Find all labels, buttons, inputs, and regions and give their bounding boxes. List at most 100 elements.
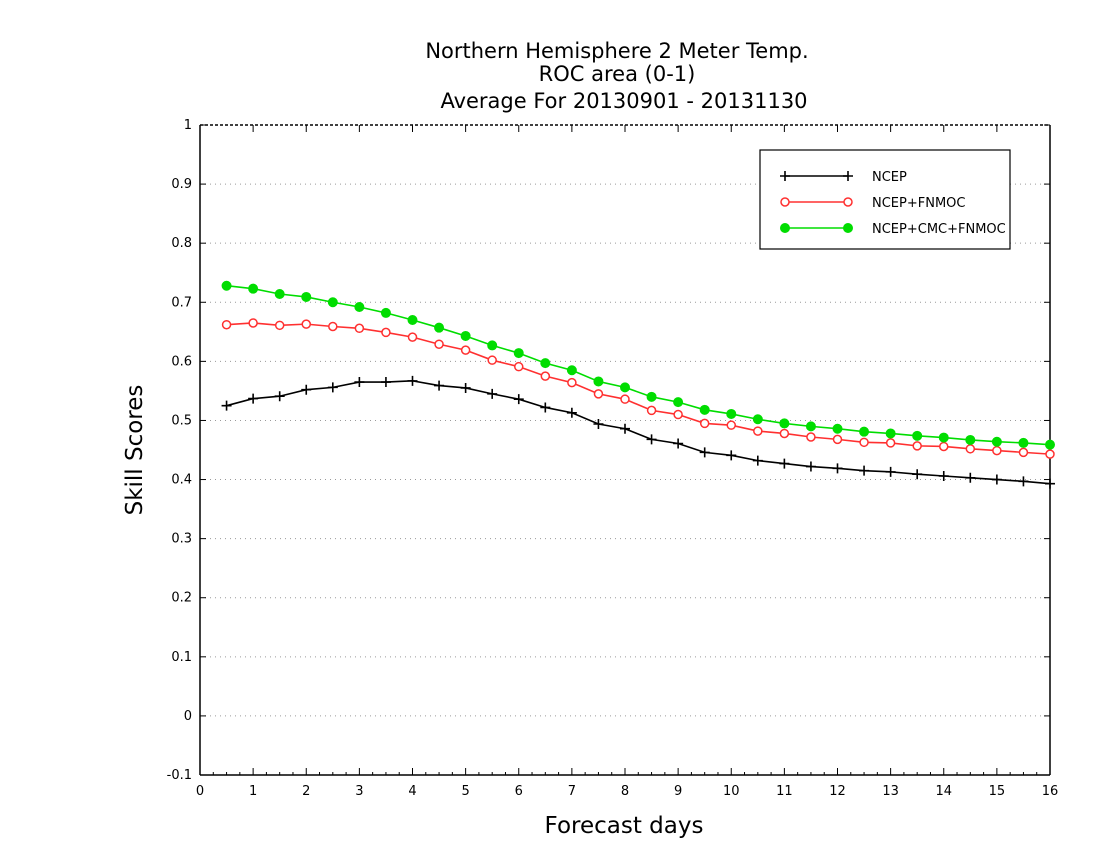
- data-point-plus: [327, 382, 338, 393]
- data-point-filled-circle: [938, 432, 949, 443]
- x-tick-label: 16: [1042, 784, 1059, 799]
- series-ncep-cmc-fnmoc: [221, 280, 1055, 450]
- x-tick-label: 4: [408, 784, 416, 799]
- x-tick-label: 12: [829, 784, 846, 799]
- legend-label: NCEP+FNMOC: [872, 196, 965, 211]
- data-point-filled-circle: [1018, 437, 1029, 448]
- data-point-filled-circle: [965, 434, 976, 445]
- y-tick-label: 0.1: [171, 650, 192, 665]
- y-axis-title: Skill Scores: [122, 385, 148, 516]
- y-tick-label: 1: [184, 118, 192, 133]
- data-point-open-circle: [460, 345, 471, 355]
- data-point-plus: [460, 382, 471, 393]
- data-point-filled-circle: [460, 330, 471, 341]
- data-point-filled-circle: [752, 414, 763, 425]
- data-point-filled-circle: [832, 423, 843, 434]
- data-point-open-circle: [779, 428, 790, 439]
- data-point-plus: [1045, 478, 1055, 489]
- data-point-plus: [221, 400, 232, 411]
- y-tick-label: 0.7: [171, 295, 192, 310]
- data-point-plus: [566, 407, 577, 418]
- data-point-plus: [673, 438, 684, 449]
- data-point-plus: [380, 377, 391, 388]
- data-point-filled-circle: [380, 307, 391, 318]
- data-point-open-circle: [434, 339, 444, 349]
- x-tick-label: 15: [989, 784, 1006, 799]
- data-point-plus: [885, 466, 896, 477]
- data-point-open-circle: [806, 432, 816, 442]
- data-point-open-circle: [540, 371, 551, 381]
- y-tick-label: 0.6: [171, 354, 192, 369]
- data-point-open-circle: [753, 426, 763, 436]
- data-point-plus: [1018, 476, 1029, 487]
- series-line: [226, 380, 1051, 485]
- x-tick-label: 0: [196, 784, 204, 799]
- data-point-plus: [780, 171, 790, 181]
- data-point-plus: [832, 463, 843, 474]
- series-lines: [221, 280, 1055, 489]
- x-tick-label: 5: [461, 784, 469, 799]
- data-point-filled-circle: [274, 289, 285, 299]
- data-point-open-circle: [832, 434, 843, 445]
- data-point-open-circle: [1018, 447, 1029, 458]
- x-tick-label: 8: [621, 784, 629, 799]
- data-point-plus: [274, 391, 285, 402]
- axes: -0.100.10.20.30.40.50.60.70.80.910 1 2 3 4 5 6…: [167, 118, 1059, 799]
- chart-title-line-3: Average For 20130901 - 20131130: [440, 89, 807, 113]
- data-point-open-circle: [221, 319, 232, 330]
- x-tick-label: 11: [776, 784, 793, 799]
- data-point-filled-circle: [487, 340, 498, 351]
- legend-entry: NCEP: [780, 170, 907, 185]
- data-point-filled-circle: [780, 223, 790, 233]
- data-point-open-circle: [673, 409, 683, 420]
- series-ncep-fnmoc: [221, 318, 1055, 459]
- data-point-filled-circle: [805, 421, 816, 432]
- y-tick-label: 0.8: [171, 236, 192, 251]
- data-point-filled-circle: [354, 302, 365, 312]
- data-point-open-circle: [301, 319, 311, 329]
- data-point-open-circle: [912, 441, 922, 451]
- data-point-open-circle: [646, 405, 657, 416]
- data-point-filled-circle: [540, 358, 551, 369]
- data-point-filled-circle: [859, 426, 870, 437]
- legend-label: NCEP+CMC+FNMOC: [872, 222, 1006, 237]
- data-point-open-circle: [1045, 449, 1055, 459]
- data-point-plus: [779, 458, 790, 469]
- data-point-filled-circle: [1045, 439, 1055, 450]
- data-point-open-circle: [407, 332, 418, 342]
- gridlines: [200, 183, 1050, 717]
- data-point-plus: [699, 447, 710, 458]
- data-point-plus: [912, 469, 923, 480]
- data-point-filled-circle: [843, 223, 853, 233]
- x-tick-label: 1: [249, 784, 257, 799]
- data-point-open-circle: [843, 197, 853, 207]
- data-point-open-circle: [965, 444, 976, 454]
- chart-title-line-1: Northern Hemisphere 2 Meter Temp.: [425, 39, 808, 63]
- data-point-plus: [843, 171, 853, 181]
- data-point-filled-circle: [726, 408, 737, 419]
- data-point-plus: [593, 419, 604, 429]
- x-tick-label: 3: [355, 784, 363, 799]
- legend: NCEP NCEP+FNMOC NCEP+CMC+FNMOC: [759, 149, 1011, 250]
- data-point-open-circle: [328, 321, 338, 332]
- series-ncep: [221, 375, 1055, 489]
- y-tick-label: 0.2: [171, 591, 192, 606]
- data-point-plus: [301, 384, 312, 395]
- data-point-plus: [859, 465, 870, 476]
- data-point-plus: [248, 393, 259, 404]
- data-point-open-circle: [992, 445, 1002, 456]
- y-tick-label: 0.5: [171, 413, 192, 428]
- data-point-filled-circle: [912, 430, 923, 441]
- data-point-open-circle: [274, 320, 285, 331]
- data-point-filled-circle: [248, 283, 259, 294]
- data-point-plus: [805, 461, 816, 472]
- y-tick-label: 0.9: [171, 177, 192, 192]
- data-point-filled-circle: [221, 280, 232, 291]
- chart-title-line-2: ROC area (0-1): [539, 62, 696, 86]
- data-point-filled-circle: [885, 428, 896, 439]
- x-tick-label: 14: [935, 784, 952, 799]
- data-point-open-circle: [885, 438, 896, 448]
- data-point-open-circle: [354, 323, 365, 334]
- data-point-filled-circle: [699, 404, 710, 415]
- data-point-open-circle: [487, 355, 497, 365]
